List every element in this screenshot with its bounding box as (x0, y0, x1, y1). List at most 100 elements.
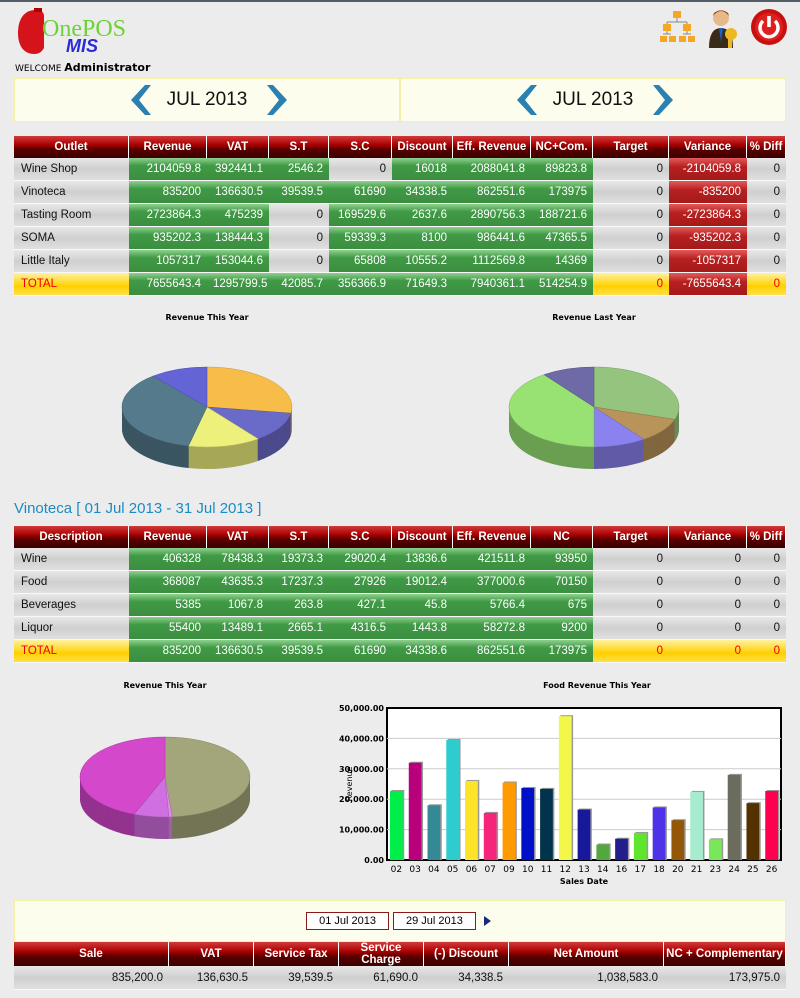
hierarchy-icon[interactable] (658, 8, 696, 46)
pie-slice[interactable] (164, 736, 251, 818)
user-key-icon[interactable] (706, 8, 740, 48)
to-date-input[interactable]: 29 Jul 2013 (393, 912, 476, 930)
bar[interactable] (746, 803, 760, 860)
cell: 2723864.3 (129, 204, 207, 227)
cell: 34,338.5 (424, 966, 509, 990)
column-header[interactable]: Target (593, 136, 669, 158)
column-header[interactable]: NC (531, 526, 593, 548)
bar[interactable] (558, 716, 572, 860)
cell: 58272.8 (453, 617, 531, 640)
bar[interactable] (540, 788, 553, 860)
cell: 986441.6 (453, 227, 531, 250)
column-header[interactable]: Variance (669, 136, 747, 158)
pie-slice[interactable] (152, 366, 208, 408)
table-row: Beverages 5385 1067.8 263.8 427.1 45.8 5766.4 6… (14, 594, 786, 617)
bar[interactable] (652, 807, 666, 860)
from-date-input[interactable]: 01 Jul 2013 (306, 912, 389, 930)
x-tick-label: 13 (578, 865, 589, 875)
column-header[interactable]: Revenue (129, 526, 207, 548)
column-header[interactable]: S.C (329, 136, 392, 158)
bar[interactable] (690, 791, 703, 860)
column-header[interactable]: Target (593, 526, 669, 548)
bar[interactable] (446, 739, 460, 860)
column-header[interactable]: Revenue (129, 136, 207, 158)
date-range-bar: 01 Jul 2013 29 Jul 2013 (14, 900, 786, 942)
pie-slice[interactable] (121, 375, 208, 447)
bar[interactable] (596, 844, 610, 860)
bar[interactable] (671, 820, 685, 860)
column-header[interactable]: Description (14, 526, 129, 548)
x-tick-label: 23 (710, 865, 721, 875)
cell: 136630.5 (207, 181, 269, 204)
column-header[interactable]: VAT (207, 526, 269, 548)
pie-slice[interactable] (508, 374, 595, 448)
bar[interactable] (765, 790, 778, 860)
column-header[interactable]: % Diff (747, 136, 786, 158)
cell: 29020.4 (329, 548, 392, 571)
cell: 42085.7 (269, 273, 329, 296)
x-tick-label: 12 (560, 865, 571, 875)
bar[interactable] (708, 839, 722, 860)
column-header[interactable]: Eff. Revenue (453, 136, 531, 158)
cell: 188721.6 (531, 204, 593, 227)
column-header[interactable]: Outlet (14, 136, 129, 158)
chart-title: Revenue This Year (123, 681, 207, 690)
prev-month-arrow-icon[interactable] (125, 83, 151, 117)
cell: 34338.5 (392, 181, 453, 204)
bar[interactable] (615, 838, 628, 860)
column-header[interactable]: S.T (269, 136, 329, 158)
column-header[interactable]: NC+Com. (531, 136, 593, 158)
column-header[interactable]: VAT (207, 136, 269, 158)
power-icon[interactable] (750, 8, 788, 46)
column-header[interactable]: S.C (329, 526, 392, 548)
pie-slice[interactable] (206, 366, 293, 414)
column-header: VAT (169, 942, 254, 966)
pie-slice[interactable] (593, 366, 680, 420)
cell: 0 (593, 158, 669, 181)
pie-slice[interactable] (79, 736, 166, 815)
month-label: JUL 2013 (166, 89, 248, 110)
cell: 55400 (129, 617, 207, 640)
bar[interactable] (502, 782, 516, 860)
cell: 173,975.0 (664, 966, 786, 990)
go-arrow-icon[interactable] (480, 914, 494, 928)
x-tick-label: 05 (447, 865, 458, 875)
x-tick-label: 18 (653, 865, 665, 875)
bar[interactable] (465, 780, 478, 860)
pie-slice[interactable] (543, 366, 595, 408)
table-row: Wine 406328 78438.3 19373.3 29020.4 13836.6 42… (14, 548, 786, 571)
bar[interactable] (390, 790, 403, 860)
bar[interactable] (633, 832, 647, 860)
pie-slice[interactable] (188, 406, 259, 448)
bar[interactable] (577, 809, 591, 860)
bar[interactable] (727, 774, 741, 860)
cell: 138444.3 (207, 227, 269, 250)
section-title: Vinoteca [ 01 Jul 2013 - 31 Jul 2013 ] (14, 500, 262, 517)
column-header[interactable]: % Diff (747, 526, 786, 548)
cell: 514254.9 (531, 273, 593, 296)
x-tick-label: 02 (391, 865, 402, 875)
cell: 0 (747, 594, 786, 617)
column-header[interactable]: Variance (669, 526, 747, 548)
bar[interactable] (427, 805, 441, 860)
cell: 7940361.1 (453, 273, 531, 296)
x-tick-label: 03 (409, 865, 420, 875)
column-header[interactable]: S.T (269, 526, 329, 548)
column-header[interactable]: Eff. Revenue (453, 526, 531, 548)
bar[interactable] (521, 787, 535, 860)
next-month-arrow-icon[interactable] (263, 83, 289, 117)
column-header[interactable]: Discount (392, 526, 453, 548)
cell: 16018 (392, 158, 453, 181)
table-row: Food 368087 43635.3 17237.3 27926 19012.4 3770… (14, 571, 786, 594)
bar[interactable] (483, 812, 497, 860)
table-row: Wine Shop 2104059.8 392441.1 2546.2 0 16018 20… (14, 158, 786, 181)
cell: 43635.3 (207, 571, 269, 594)
row-label: Beverages (14, 594, 129, 617)
cell: 0 (747, 227, 786, 250)
pie-slice[interactable] (206, 406, 292, 440)
prev-month-arrow-icon[interactable] (511, 83, 537, 117)
column-header[interactable]: Discount (392, 136, 453, 158)
next-month-arrow-icon[interactable] (649, 83, 675, 117)
bar[interactable] (408, 762, 422, 860)
cell: 8100 (392, 227, 453, 250)
